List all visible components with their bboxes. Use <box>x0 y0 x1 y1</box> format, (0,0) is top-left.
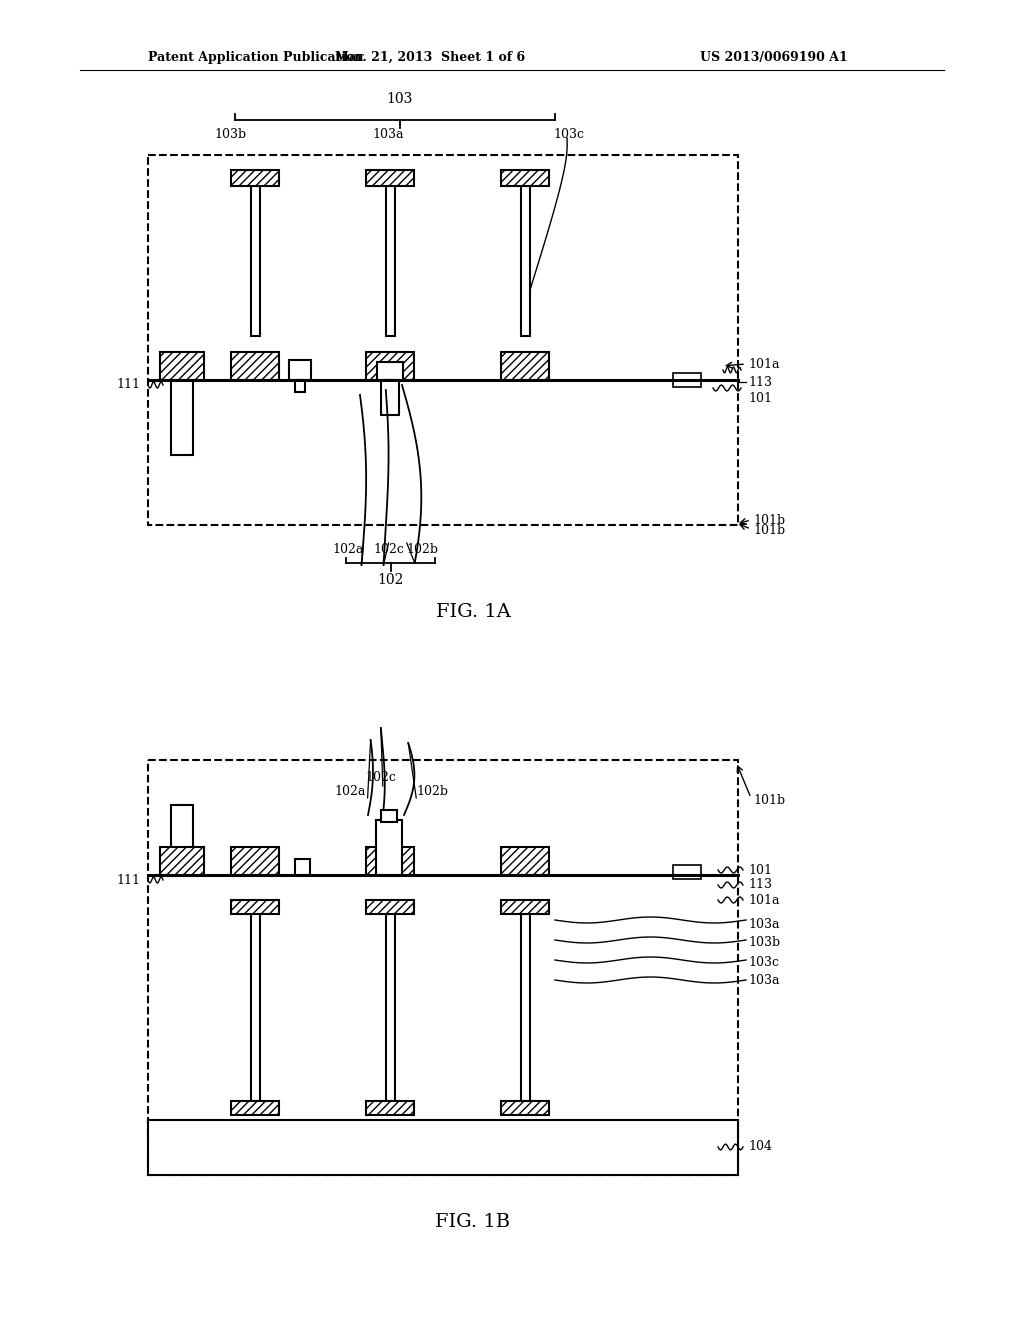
Bar <box>148 1119 738 1175</box>
Text: 103b: 103b <box>215 128 247 141</box>
Text: US 2013/0069190 A1: US 2013/0069190 A1 <box>700 50 848 63</box>
Bar <box>251 186 260 337</box>
Text: 104: 104 <box>748 1140 772 1154</box>
Text: 111: 111 <box>116 379 140 392</box>
Text: 103c: 103c <box>553 128 584 141</box>
Bar <box>231 1101 279 1115</box>
Bar <box>366 900 414 913</box>
Text: Patent Application Publication: Patent Application Publication <box>148 50 364 63</box>
Text: 101b: 101b <box>753 513 785 527</box>
Text: 102c: 102c <box>373 543 404 556</box>
Bar <box>377 362 403 380</box>
Bar <box>673 374 701 387</box>
Bar <box>501 900 549 913</box>
Bar <box>366 847 414 875</box>
Bar <box>171 380 193 455</box>
Bar <box>231 900 279 913</box>
Bar <box>501 352 549 380</box>
Text: 102: 102 <box>378 573 403 587</box>
Text: 101a: 101a <box>748 894 779 907</box>
Bar <box>381 810 397 822</box>
Bar <box>521 186 530 337</box>
Text: 113: 113 <box>748 879 772 891</box>
Text: 102b: 102b <box>407 543 438 556</box>
Bar <box>376 820 402 875</box>
Text: 102a: 102a <box>332 543 364 556</box>
Bar <box>366 352 414 380</box>
Bar <box>148 760 738 1175</box>
Bar <box>295 380 305 392</box>
Text: 113: 113 <box>748 375 772 388</box>
Bar <box>148 154 738 525</box>
Bar <box>295 859 310 875</box>
Bar <box>160 352 204 380</box>
Text: 103b: 103b <box>748 936 780 949</box>
Text: 101: 101 <box>748 863 772 876</box>
Bar <box>381 380 399 414</box>
Text: 111: 111 <box>116 874 140 887</box>
Bar <box>366 1101 414 1115</box>
Text: 102c: 102c <box>366 771 396 784</box>
Bar <box>231 170 279 186</box>
Text: 103c: 103c <box>748 956 779 969</box>
Bar <box>501 847 549 875</box>
Bar <box>501 1101 549 1115</box>
Text: 101b: 101b <box>753 793 785 807</box>
Text: 103: 103 <box>387 92 414 106</box>
Bar <box>501 170 549 186</box>
Text: 103a: 103a <box>748 919 779 932</box>
Text: 101a: 101a <box>748 358 779 371</box>
Bar <box>520 913 529 1101</box>
Text: FIG. 1B: FIG. 1B <box>435 1213 511 1232</box>
Bar <box>231 847 279 875</box>
Text: FIG. 1A: FIG. 1A <box>435 603 510 620</box>
Text: 101: 101 <box>748 392 772 404</box>
Text: 101b: 101b <box>753 524 785 536</box>
Text: Mar. 21, 2013  Sheet 1 of 6: Mar. 21, 2013 Sheet 1 of 6 <box>335 50 525 63</box>
Bar <box>673 865 701 879</box>
Text: 102b: 102b <box>416 785 449 799</box>
Bar <box>289 360 311 380</box>
Bar <box>160 847 204 875</box>
Bar <box>171 805 193 875</box>
Text: 102a: 102a <box>334 785 366 799</box>
Bar <box>386 186 395 337</box>
Bar <box>385 913 394 1101</box>
Bar <box>366 170 414 186</box>
Text: 103a: 103a <box>373 128 403 141</box>
Bar <box>251 913 259 1101</box>
Text: 103a: 103a <box>748 974 779 986</box>
Bar <box>231 352 279 380</box>
